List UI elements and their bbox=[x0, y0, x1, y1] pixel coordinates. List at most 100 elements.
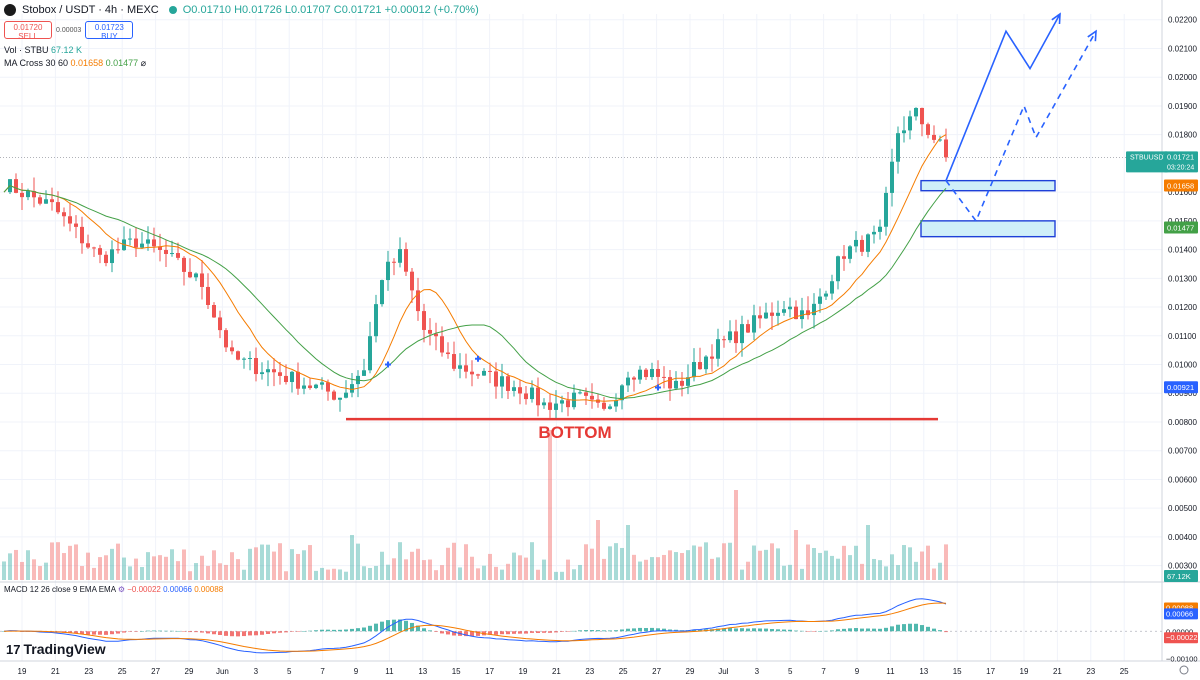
time-tick-label: 9 bbox=[354, 667, 359, 676]
candle-body bbox=[536, 387, 540, 406]
candle-body bbox=[884, 192, 888, 227]
macd-hist-bar bbox=[452, 631, 456, 636]
ma-fast-line bbox=[3, 134, 947, 402]
ma-hidden-icon[interactable]: ⌀ bbox=[140, 58, 147, 68]
volume-bar bbox=[788, 564, 792, 580]
price-tick-label: 0.01500 bbox=[1168, 217, 1197, 226]
macd-hist-bar bbox=[512, 631, 516, 634]
price-tick-label: 0.00900 bbox=[1168, 389, 1197, 398]
volume-bar bbox=[830, 555, 834, 580]
macd-hist-bar bbox=[302, 631, 306, 632]
candle-body bbox=[542, 402, 546, 406]
macd-hist-bar bbox=[140, 631, 144, 632]
volume-bar bbox=[86, 552, 90, 580]
time-tick-label: 25 bbox=[619, 667, 628, 676]
macd-hist-value: −0.00022 bbox=[127, 585, 161, 594]
volume-bar bbox=[374, 565, 378, 580]
candle-body bbox=[524, 393, 528, 400]
candle-body bbox=[296, 371, 300, 389]
settings-icon[interactable]: ⚙ bbox=[117, 585, 126, 594]
candle-body bbox=[866, 234, 870, 252]
candle-body bbox=[230, 347, 234, 352]
macd-hist-bar bbox=[656, 628, 660, 632]
time-tick-label: 9 bbox=[855, 667, 860, 676]
volume-bar bbox=[938, 562, 942, 580]
volume-bar bbox=[746, 561, 750, 580]
candle-body bbox=[668, 377, 672, 389]
buy-button[interactable]: 0.01723 BUY bbox=[85, 21, 134, 41]
candle-body bbox=[488, 370, 492, 372]
macd-hist-bar bbox=[224, 631, 228, 636]
candle-body bbox=[50, 199, 54, 203]
time-tick-label: Jul bbox=[718, 667, 728, 676]
tradingview-logo[interactable]: 17 TradingView bbox=[6, 641, 106, 657]
time-tick-label: 15 bbox=[452, 667, 461, 676]
macd-hist-bar bbox=[230, 631, 234, 637]
volume-bar bbox=[710, 558, 714, 580]
candle-body bbox=[188, 271, 192, 278]
volume-bar bbox=[854, 545, 858, 580]
volume-bar bbox=[848, 555, 852, 580]
macd-legend[interactable]: MACD 12 26 close 9 EMA EMA ⚙ −0.00022 0.… bbox=[4, 585, 223, 594]
candle-body bbox=[692, 362, 696, 378]
price-badge bbox=[1164, 570, 1198, 582]
macd-hist-bar bbox=[554, 631, 558, 633]
candle-body bbox=[638, 369, 642, 380]
candle-body bbox=[158, 246, 162, 250]
volume-bar bbox=[800, 568, 804, 580]
axes: 0.02200 0.02100 0.02000 0.01900 0.01800 0.016… bbox=[18, 16, 1198, 676]
volume-bar bbox=[158, 555, 162, 580]
candle-body bbox=[728, 331, 732, 341]
candle-body bbox=[14, 179, 18, 193]
price-badge-value: 0.00921 bbox=[1167, 383, 1194, 392]
candle-body bbox=[476, 374, 480, 376]
symbol-title[interactable]: Stobox / USDT · 4h · MEXC bbox=[22, 4, 159, 16]
candle-body bbox=[482, 370, 486, 376]
macd-hist-bar bbox=[176, 630, 180, 632]
candle-body bbox=[374, 304, 378, 337]
volume-bar bbox=[860, 563, 864, 580]
macd-tick-label: 0.00000 bbox=[1166, 627, 1193, 636]
candle-body bbox=[38, 197, 42, 204]
candle-body bbox=[20, 192, 24, 198]
volume-bar bbox=[218, 563, 222, 580]
volume-legend[interactable]: Vol · STBU 67.12 K bbox=[4, 45, 82, 55]
volume-bar bbox=[890, 554, 894, 580]
volume-bar bbox=[920, 551, 924, 580]
macd-hist-bar bbox=[332, 629, 336, 632]
time-tick-label: 15 bbox=[953, 667, 962, 676]
candle-body bbox=[284, 375, 288, 383]
macd-hist-bar bbox=[932, 628, 936, 632]
volume-bar bbox=[836, 558, 840, 580]
candle-body bbox=[416, 290, 420, 312]
macd-hist-bar bbox=[938, 630, 942, 632]
price-tick-label: 0.00500 bbox=[1168, 504, 1197, 513]
candle-body bbox=[896, 133, 900, 162]
candle-body bbox=[176, 253, 180, 258]
ohlc-readout: O0.01710 H0.01726 L0.01707 C0.01721 +0.0… bbox=[182, 4, 479, 16]
candle-body bbox=[548, 402, 552, 410]
volume-bar bbox=[656, 557, 660, 580]
candle-body bbox=[452, 354, 456, 369]
candle-body bbox=[308, 385, 312, 389]
volume-bar bbox=[362, 566, 366, 580]
candle-body bbox=[632, 377, 636, 380]
time-tick-label: 7 bbox=[821, 667, 826, 676]
volume-bar bbox=[632, 554, 636, 580]
macd-hist-bar bbox=[770, 628, 774, 632]
candle-body bbox=[506, 376, 510, 391]
volume-bar bbox=[266, 544, 270, 580]
candle-body bbox=[842, 256, 846, 259]
macd-signal-line bbox=[3, 602, 947, 652]
volume-bar bbox=[446, 547, 450, 580]
volume-bar bbox=[650, 557, 654, 580]
time-tick-label: 13 bbox=[418, 667, 427, 676]
price-badge bbox=[1164, 179, 1198, 192]
price-tick-label: 0.01300 bbox=[1168, 274, 1197, 283]
time-tick-label: 19 bbox=[18, 667, 27, 676]
volume-legend-value: 67.12 K bbox=[51, 45, 83, 55]
ma-legend[interactable]: MA Cross 30 60 0.01658 0.01477 ⌀ bbox=[4, 58, 146, 69]
macd-hist-bar bbox=[86, 631, 90, 635]
sell-button[interactable]: 0.01720 SELL bbox=[4, 21, 52, 41]
